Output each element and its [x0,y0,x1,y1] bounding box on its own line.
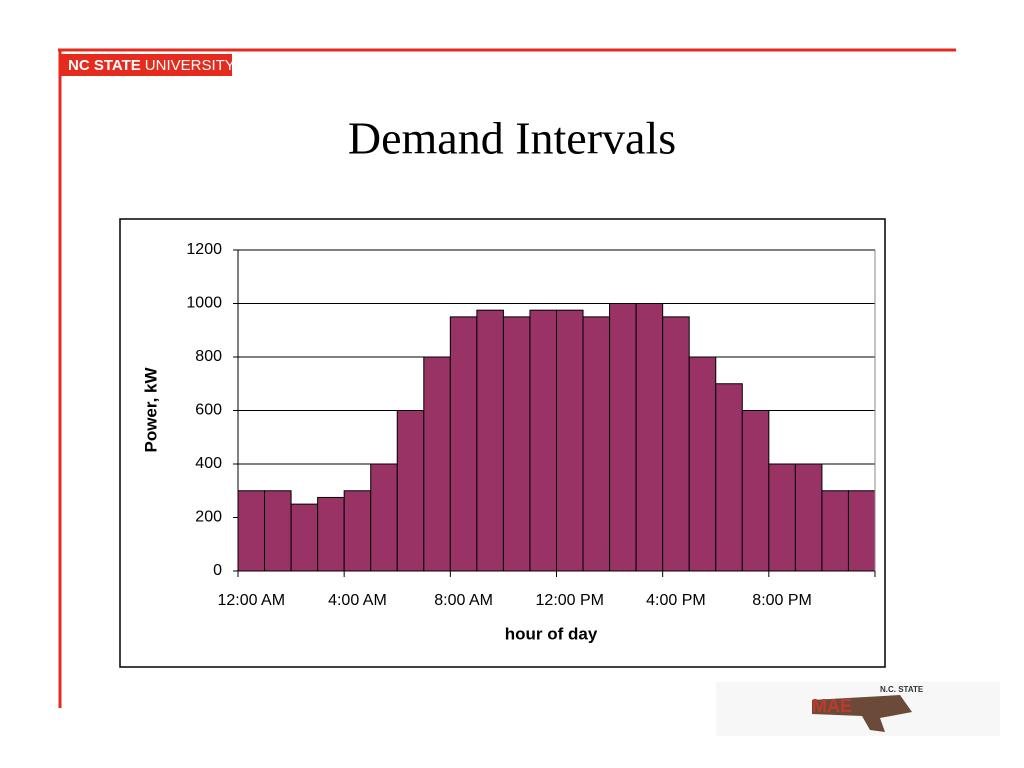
bar [662,316,690,572]
bar [317,496,345,572]
bar [476,309,504,572]
logo: NC STATE UNIVERSITY [68,57,235,74]
bar [768,463,796,572]
bar [609,303,637,572]
y-tick-label: 1000 [186,295,222,312]
bar [449,316,478,572]
y-axis-title: Power, kW [141,367,160,453]
bar [343,490,372,572]
y-tick-label: 600 [195,402,222,419]
x-tick-label: 12:00 PM [536,592,604,609]
chart-title: Demand Intervals [348,113,676,164]
x-tick-label: 4:00 AM [328,592,387,609]
bar [290,503,319,572]
x-axis-title: hour of day [505,624,598,643]
bar [582,316,611,572]
bar [688,356,717,572]
bar [556,309,584,572]
y-tick-label: 1200 [186,241,222,258]
bar [715,383,743,572]
bar [529,309,557,572]
bar [237,490,266,572]
y-tick-label: 0 [213,562,222,579]
bar [741,410,770,572]
logo-bold: NC STATE [68,57,141,74]
y-tick-label: 400 [195,455,222,472]
bar [370,463,398,572]
jet-icon [812,695,912,732]
bar [635,303,664,572]
bar [847,490,876,572]
x-tick-label: 8:00 PM [752,592,812,609]
footer-logo-mark: MAE [812,696,852,716]
bar [502,316,531,572]
logo-rest: UNIVERSITY [145,57,235,74]
x-tick-label: 8:00 AM [434,592,493,609]
bar [821,490,849,572]
bar [396,410,425,572]
y-tick-label: 800 [195,348,222,365]
x-tick-label: 12:00 AM [217,592,285,609]
y-tick-label: 200 [195,509,222,526]
footer-logo-text: N.C. STATE [880,685,924,694]
bar [423,356,451,572]
bar [794,463,823,572]
x-tick-label: 4:00 PM [646,592,706,609]
bar [264,490,292,572]
logo-box [60,54,232,76]
